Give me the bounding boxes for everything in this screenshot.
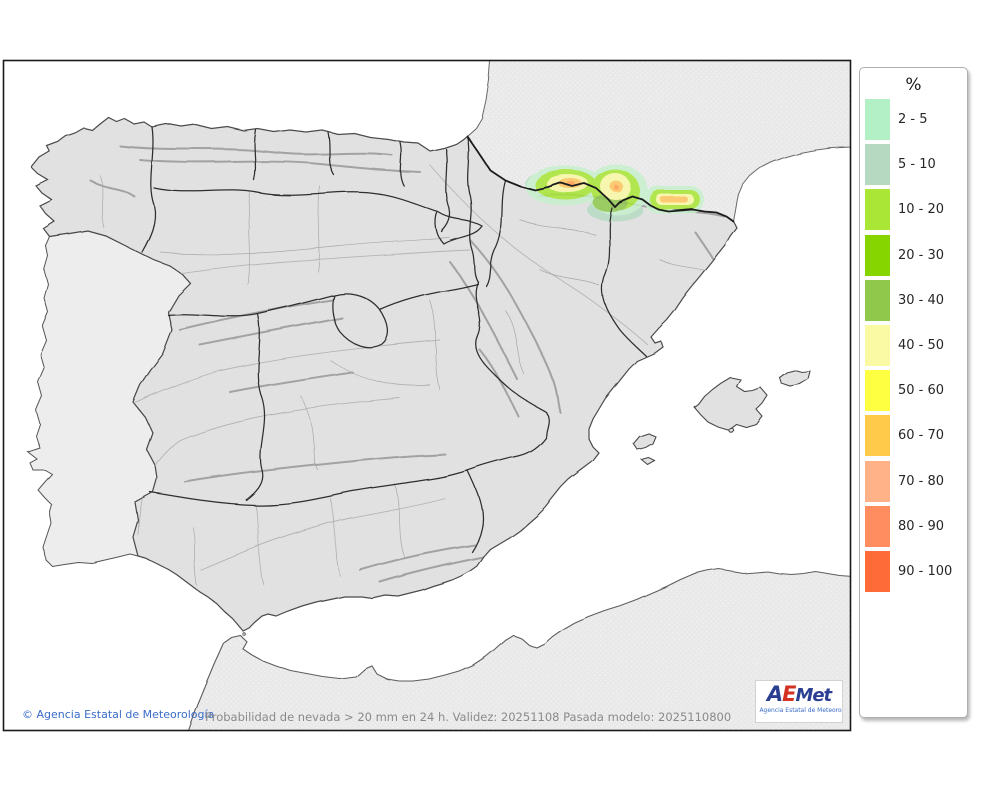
- aemet-logo-met: Met: [795, 685, 832, 706]
- legend-swatch: [865, 550, 890, 592]
- legend-label: 70 - 80: [898, 473, 945, 489]
- legend-swatch: [865, 460, 890, 502]
- legend-item: 50 - 60: [860, 368, 967, 413]
- copyright-text: © Agencia Estatal de Meteorología: [22, 708, 215, 721]
- aemet-logo-e: E: [782, 682, 796, 706]
- legend-label: 80 - 90: [898, 518, 945, 534]
- legend-label: 30 - 40: [898, 292, 945, 308]
- legend-label: 5 - 10: [898, 157, 936, 173]
- island-cabrera: [728, 427, 734, 433]
- legend-swatch: [865, 279, 890, 321]
- legend-swatch: [865, 189, 890, 231]
- probability-blobs: [524, 165, 704, 221]
- islet-strait: [242, 632, 246, 636]
- africa-region: [187, 568, 850, 730]
- aemet-logo-wordmark: AEMet: [756, 682, 842, 708]
- legend-label: 90 - 100: [898, 563, 953, 579]
- legend-label: 2 - 5: [898, 112, 928, 128]
- island-formentera: [639, 456, 656, 465]
- legend-items: 2 - 5 5 - 10 10 - 20 20 - 30 30 - 40 40 …: [860, 97, 967, 594]
- legend-item: 5 - 10: [860, 142, 967, 187]
- legend-item: 30 - 40: [860, 278, 967, 323]
- island-menorca: [778, 369, 811, 387]
- legend-swatch: [865, 99, 890, 141]
- aemet-logo: AEMet Agencia Estatal de Meteorología: [755, 680, 843, 723]
- legend-title: %: [905, 75, 922, 95]
- legend-label: 50 - 60: [898, 383, 945, 399]
- legend-label: 10 - 20: [898, 202, 945, 218]
- legend-swatch: [865, 370, 890, 412]
- map-frame: [2, 59, 852, 732]
- legend-item: 60 - 70: [860, 413, 967, 458]
- legend-swatch: [865, 415, 890, 457]
- province-borders: [99, 174, 716, 586]
- aemet-logo-subtitle: Agencia Estatal de Meteorología: [759, 706, 842, 714]
- legend-panel: % 2 - 5 5 - 10 10 - 20 20 - 30 30 - 40 4…: [859, 67, 968, 718]
- legend-label: 60 - 70: [898, 428, 945, 444]
- legend-item: 90 - 100: [860, 549, 967, 594]
- pyrenees-border: [466, 135, 734, 222]
- legend-item: 70 - 80: [860, 459, 967, 504]
- legend-item: 80 - 90: [860, 504, 967, 549]
- map-caption: Probabilidad de nevada > 20 mm en 24 h. …: [205, 710, 732, 724]
- legend-swatch: [865, 234, 890, 276]
- legend-item: 2 - 5: [860, 97, 967, 142]
- legend-swatch: [865, 505, 890, 547]
- legend-label: 40 - 50: [898, 338, 945, 354]
- legend-swatch: [865, 325, 890, 367]
- legend-item: 40 - 50: [860, 323, 967, 368]
- aemet-logo-a: A: [766, 682, 783, 706]
- legend-item: 10 - 20: [860, 187, 967, 232]
- region-borders: [141, 126, 647, 553]
- legend-swatch: [865, 144, 890, 186]
- legend-item: 20 - 30: [860, 233, 967, 278]
- legend-label: 20 - 30: [898, 247, 945, 263]
